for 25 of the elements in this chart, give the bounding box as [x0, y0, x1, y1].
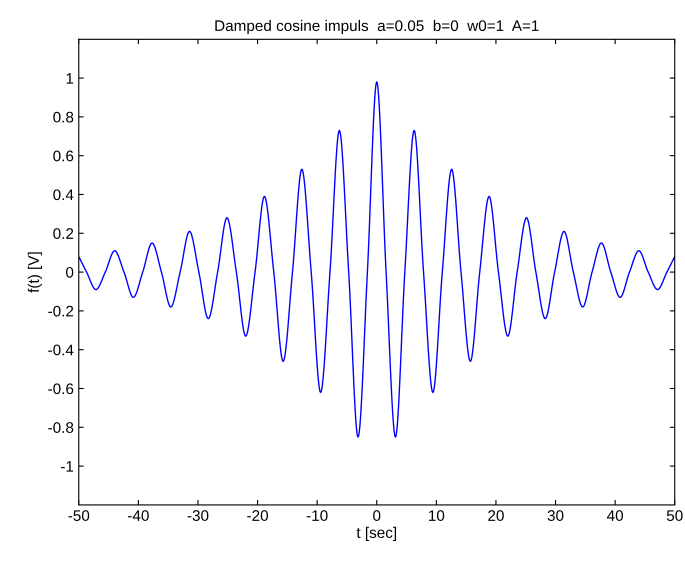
x-tick-label: 30 [548, 510, 564, 521]
y-tick-label: 0 [66, 266, 74, 278]
y-tick-label: 1 [66, 73, 74, 84]
x-tick-label: -20 [247, 510, 268, 521]
x-tick-label: 50 [666, 510, 683, 521]
chart-title: Damped cosine impuls a=0.05 b=0 w0=1 A=1 [215, 20, 539, 34]
x-tick-label: -50 [68, 510, 90, 521]
y-axis-title: f(t) [V] [28, 252, 42, 293]
y-tick-label: -0.2 [48, 306, 74, 317]
x-tick-label: 40 [606, 510, 624, 521]
y-tick-label: 0.8 [53, 112, 74, 123]
y-tick-label: 0.2 [53, 228, 74, 239]
y-tick-label: -0.8 [48, 422, 74, 433]
x-tick-label: -30 [188, 510, 208, 521]
x-tick-label: 0 [373, 510, 380, 521]
y-tick-label: 0.4 [53, 189, 74, 200]
y-tick-label: -0.4 [48, 344, 74, 356]
x-tick-label: 10 [429, 510, 444, 521]
y-tick-label: -0.6 [48, 383, 74, 394]
x-tick-label: 20 [488, 510, 504, 521]
x-axis-title: t [sec] [356, 526, 396, 542]
x-tick-label: -40 [128, 510, 149, 521]
y-tick-label: -1 [61, 461, 74, 472]
y-tick-label: 0.6 [53, 150, 74, 162]
x-tick-label: -10 [306, 510, 328, 521]
